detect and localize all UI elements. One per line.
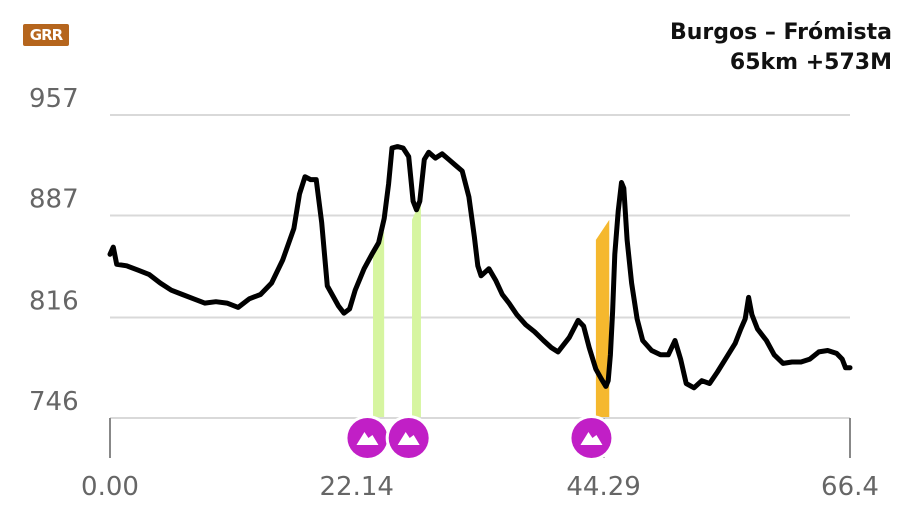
climb-band-hard: [595, 219, 610, 418]
logo-text: GRR: [29, 26, 63, 44]
x-tick-label: 66.4: [821, 472, 879, 502]
y-axis-ticks: 957 887 816 746: [29, 84, 79, 417]
y-tick-label: 746: [29, 387, 79, 417]
mountain-icon: [356, 432, 379, 445]
climb-markers: [344, 415, 615, 461]
mountain-icon: [580, 432, 603, 445]
climb-marker[interactable]: [385, 415, 432, 461]
x-tick-label: 0.00: [81, 472, 139, 502]
route-header: Burgos – Frómista 65km +573M: [670, 18, 892, 78]
route-stats: 65km +573M: [729, 50, 892, 75]
y-tick-label: 887: [29, 185, 79, 215]
x-tick-label: 22.14: [320, 472, 394, 502]
climb-marker[interactable]: [344, 415, 391, 461]
route-name: Burgos – Frómista: [669, 20, 892, 45]
climb-band-easy: [373, 231, 385, 418]
brand-logo: GRR: [23, 24, 69, 46]
climb-segments: [373, 199, 610, 418]
mountain-icon: [397, 432, 420, 445]
climb-band-easy: [412, 199, 421, 418]
x-axis: 0.00 22.14 44.29 66.4: [81, 417, 879, 502]
y-tick-label: 957: [29, 84, 79, 114]
y-tick-label: 816: [29, 286, 79, 316]
elevation-profile-line: [107, 144, 853, 391]
climb-marker[interactable]: [568, 415, 615, 461]
x-tick-label: 44.29: [566, 472, 640, 502]
